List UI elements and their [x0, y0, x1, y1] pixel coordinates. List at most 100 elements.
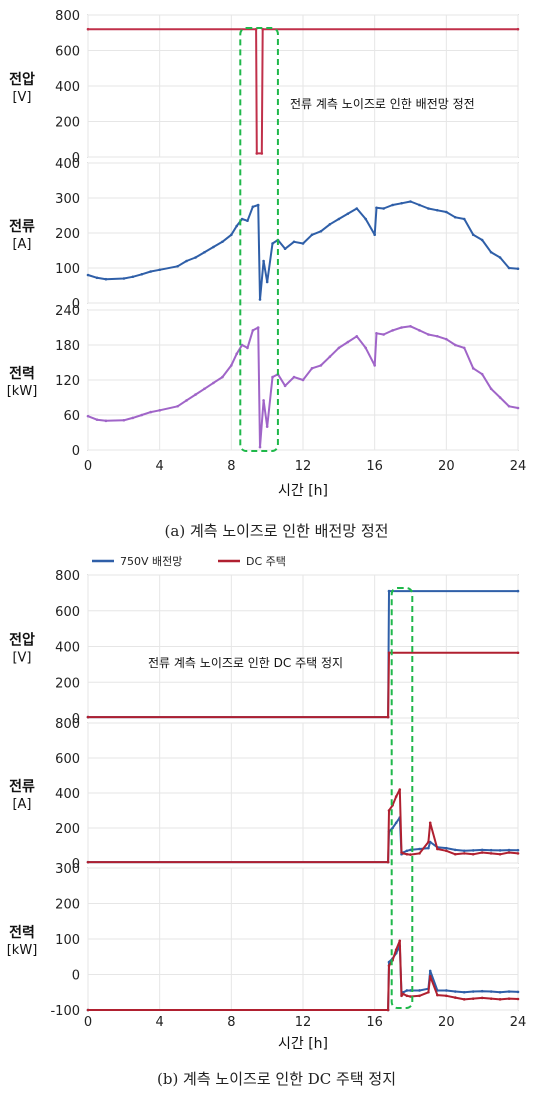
data-point: [402, 992, 405, 996]
data-point: [382, 333, 385, 336]
data-point: [394, 795, 398, 798]
data-point: [95, 418, 99, 421]
data-point: [453, 215, 457, 219]
data-point: [400, 326, 403, 329]
data-point: [418, 847, 421, 851]
data-point: [262, 399, 265, 402]
data-point: [462, 346, 466, 350]
data-point: [498, 852, 502, 856]
data-point: [319, 364, 323, 367]
data-point: [405, 849, 409, 853]
data-point: [471, 367, 475, 370]
data-point: [480, 848, 484, 852]
data-point: [480, 989, 484, 993]
data-point: [445, 849, 448, 853]
y-axis-label: 전류: [9, 218, 35, 235]
data-point: [489, 848, 493, 852]
data-point: [292, 375, 296, 379]
data-point: [176, 404, 179, 408]
data-point: [251, 205, 255, 209]
data-point: [382, 207, 385, 210]
data-point: [256, 203, 260, 207]
data-point: [436, 993, 439, 997]
data-point: [158, 409, 161, 412]
data-point: [453, 343, 457, 347]
y-tick-label: 800: [55, 9, 80, 24]
x-tick-label: 20: [438, 459, 455, 474]
data-point: [260, 152, 264, 155]
y-tick-label: 400: [55, 641, 80, 656]
x-tick-label: 8: [227, 1015, 235, 1030]
data-point: [131, 275, 135, 279]
data-point: [462, 217, 466, 221]
data-point: [409, 853, 412, 856]
y-tick-label: 200: [55, 676, 80, 691]
data-point: [516, 848, 520, 852]
data-point: [86, 414, 90, 418]
data-point: [445, 210, 448, 214]
data-point: [453, 990, 457, 993]
data-point: [203, 387, 206, 391]
y-tick-label: 400: [55, 157, 80, 172]
x-tick-label: 0: [84, 459, 92, 474]
y-tick-label: 60: [63, 409, 80, 424]
data-point: [516, 27, 520, 31]
data-point: [516, 990, 520, 994]
data-point: [86, 1008, 90, 1012]
data-point: [221, 375, 224, 379]
x-tick-label: 8: [227, 459, 235, 474]
data-point: [428, 969, 432, 973]
data-point: [265, 425, 269, 428]
data-point: [375, 206, 378, 210]
x-tick-label: 12: [295, 459, 312, 474]
data-point: [387, 589, 391, 593]
data-point: [409, 848, 412, 852]
y-tick-label: 200: [55, 227, 80, 242]
data-point: [301, 378, 305, 382]
data-point: [86, 273, 90, 277]
data-point: [230, 233, 233, 237]
data-point: [516, 589, 520, 593]
data-point: [391, 826, 394, 830]
data-point: [355, 334, 359, 338]
y-tick-label: 800: [55, 569, 80, 584]
data-point: [400, 201, 403, 205]
y-axis-unit: [V]: [12, 90, 31, 105]
y-tick-label: 0: [72, 297, 80, 312]
data-point: [409, 989, 412, 992]
data-point: [386, 860, 390, 864]
data-point: [480, 238, 484, 242]
data-point: [337, 346, 341, 350]
data-point: [104, 277, 108, 281]
x-axis-label: 시간 [h]: [278, 1036, 328, 1052]
data-point: [251, 329, 255, 332]
data-point: [235, 352, 239, 356]
data-point: [418, 852, 421, 855]
data-point: [489, 387, 493, 391]
data-point: [373, 233, 376, 237]
data-point: [246, 219, 249, 223]
data-point: [427, 846, 430, 850]
data-point: [480, 851, 484, 854]
data-point: [386, 1008, 390, 1012]
y-axis-label: 전압: [9, 632, 35, 649]
data-point: [405, 994, 409, 998]
data-point: [489, 250, 493, 254]
data-point: [418, 329, 421, 332]
data-point: [480, 372, 484, 376]
data-point: [185, 259, 188, 263]
x-tick-label: 4: [156, 1015, 164, 1030]
y-axis-label: 전류: [9, 778, 35, 795]
data-point: [176, 264, 179, 268]
data-point: [428, 840, 432, 844]
data-point: [387, 809, 391, 812]
data-point: [498, 998, 502, 1001]
data-point: [427, 333, 430, 336]
data-point: [428, 821, 432, 825]
y-tick-label: 180: [55, 339, 80, 354]
data-point: [256, 326, 260, 329]
caption-a: (a) 계측 노이즈로 인한 배전망 정전: [164, 522, 389, 540]
data-point: [262, 259, 265, 263]
data-point: [418, 989, 421, 992]
